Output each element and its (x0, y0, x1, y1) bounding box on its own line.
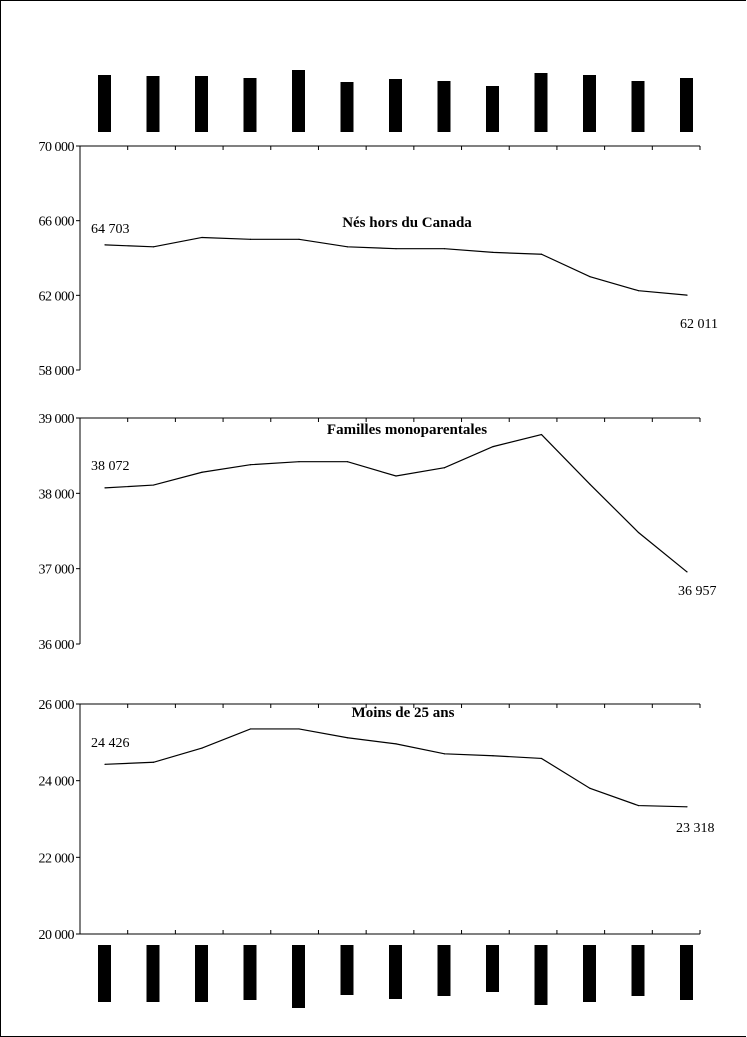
data-point (637, 290, 640, 292)
chart-title: Moins de 25 ans (352, 705, 455, 721)
data-point (589, 483, 591, 485)
panel-nes-hors-du-canada: Nés hors du Canada 64 703 62 011 70 000 6… (39, 140, 718, 379)
series-line (104, 236, 688, 296)
data-point (589, 276, 591, 278)
data-point (492, 251, 494, 253)
panel-moins-de-25-ans: Moins de 25 ans 24 426 23 318 26 000 24 0… (39, 698, 715, 943)
data-point (346, 246, 349, 248)
bottom-bar (146, 945, 160, 1002)
data-point (637, 531, 640, 534)
data-point (104, 763, 106, 765)
data-point (443, 467, 446, 469)
y-tick-label: 26 000 (39, 698, 75, 713)
bottom-bar-strip (98, 945, 693, 1008)
top-bar (98, 75, 111, 132)
chart-title: Nés hors du Canada (342, 215, 472, 231)
bottom-bar (340, 945, 354, 995)
data-point (152, 484, 155, 486)
y-tick-label: 38 000 (39, 487, 75, 502)
y-tick-label: 62 000 (39, 289, 75, 304)
y-tick-label: 37 000 (39, 563, 75, 578)
data-point (249, 728, 252, 730)
data-point (201, 747, 203, 749)
data-point (104, 244, 106, 246)
start-value-label: 24 426 (91, 736, 130, 751)
start-value-label: 38 072 (91, 459, 130, 474)
bottom-bar (680, 945, 693, 1000)
data-point (346, 737, 349, 739)
bottom-bar (437, 945, 451, 996)
data-point (637, 804, 640, 807)
chart-title: Familles monoparentales (327, 422, 487, 438)
bottom-bar (534, 945, 548, 1005)
data-point (540, 433, 543, 436)
data-point (152, 761, 155, 763)
data-point (395, 248, 397, 250)
data-point (443, 753, 446, 755)
data-point (686, 806, 688, 808)
data-point (249, 238, 252, 240)
end-value-label: 36 957 (678, 584, 717, 599)
data-point (104, 487, 106, 489)
bottom-bar (389, 945, 402, 999)
bottom-bar (292, 945, 305, 1008)
top-bar (292, 70, 305, 132)
data-point (249, 464, 252, 466)
data-point (540, 757, 543, 760)
top-bar (195, 76, 208, 132)
data-point (443, 248, 446, 250)
data-point (686, 571, 688, 573)
data-point (686, 294, 688, 296)
y-tick-label: 66 000 (39, 215, 75, 230)
y-tick-label: 36 000 (39, 638, 75, 653)
top-bar (243, 78, 257, 132)
bottom-bar (631, 945, 645, 996)
bottom-bar (486, 945, 499, 992)
y-tick-label: 58 000 (39, 364, 75, 379)
data-point (298, 461, 300, 463)
data-point (201, 236, 203, 239)
end-value-label: 62 011 (680, 317, 718, 332)
top-bar-strip (98, 70, 693, 132)
data-point (201, 471, 203, 473)
top-bar (437, 81, 451, 132)
y-tick-label: 24 000 (39, 775, 75, 790)
data-point (492, 446, 494, 448)
panel-familles-monoparentales: Familles monoparentales 38 072 36 957 39… (39, 412, 717, 653)
top-bar (389, 79, 402, 132)
bottom-bar (195, 945, 208, 1002)
data-point (298, 728, 300, 730)
top-bar (583, 75, 596, 132)
top-bar (146, 76, 160, 132)
top-bar (486, 86, 499, 132)
data-point (395, 475, 397, 477)
bottom-bar (243, 945, 257, 1000)
y-tick-label: 70 000 (39, 140, 75, 155)
top-bar (680, 78, 693, 132)
data-point (298, 238, 300, 240)
data-point (589, 787, 591, 789)
data-point (346, 461, 349, 463)
start-value-label: 64 703 (91, 222, 130, 237)
series-line (104, 728, 688, 808)
top-bar (340, 82, 354, 132)
top-bar (631, 81, 645, 132)
data-point (540, 253, 543, 255)
top-bar (534, 73, 548, 132)
bottom-bar (583, 945, 596, 1002)
data-point (395, 743, 397, 745)
y-tick-label: 39 000 (39, 412, 75, 427)
bottom-bar (98, 945, 111, 1002)
end-value-label: 23 318 (676, 821, 715, 836)
y-tick-label: 22 000 (39, 851, 75, 866)
y-tick-label: 20 000 (39, 928, 75, 943)
data-point (492, 755, 494, 757)
series-line (104, 433, 688, 573)
data-point (152, 246, 155, 248)
